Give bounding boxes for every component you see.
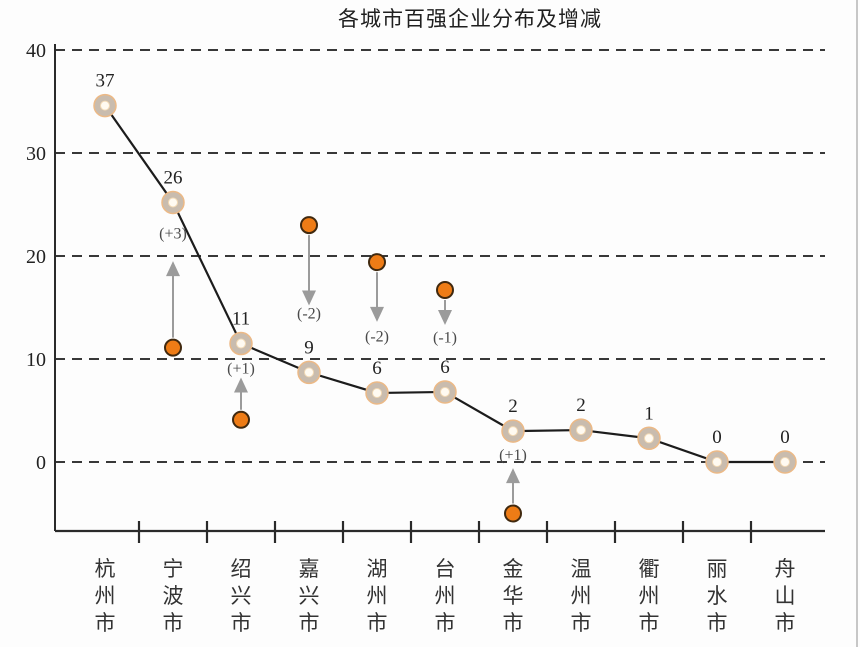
- change-arrow-up-head-6: [506, 468, 520, 484]
- chart-title: 各城市百强企业分布及增减: [338, 7, 602, 31]
- value-label-0: 37: [96, 71, 115, 92]
- city-label-1: 宁波市: [163, 557, 184, 635]
- city-label-4: 湖州市: [367, 557, 388, 635]
- change-dot-6: [504, 504, 522, 523]
- value-label-7: 2: [576, 395, 586, 416]
- marker-hole-9: [712, 457, 722, 467]
- value-label-4: 6: [372, 358, 382, 379]
- y-tick-label-30: 30: [26, 143, 46, 165]
- marker-hole-2: [236, 338, 246, 349]
- change-dot-4: [368, 253, 386, 272]
- value-label-1: 26: [164, 167, 183, 188]
- city-label-3: 嘉兴市: [299, 557, 320, 635]
- change-label-5: (-1): [433, 329, 457, 346]
- city-label-5: 台州市: [435, 557, 456, 635]
- change-dot-5: [436, 280, 454, 299]
- value-label-9: 0: [712, 427, 722, 448]
- change-arrow-down-head-3: [302, 290, 316, 306]
- y-tick-label-40: 40: [26, 40, 46, 62]
- y-tick-label-20: 20: [26, 246, 46, 268]
- value-label-8: 1: [644, 403, 654, 424]
- city-label-0: 杭州市: [95, 557, 116, 635]
- value-label-5: 6: [440, 357, 450, 378]
- change-arrow-down-head-4: [370, 306, 384, 322]
- city-label-10: 舟山市: [775, 557, 796, 635]
- marker-hole-10: [780, 457, 790, 467]
- change-label-1: (+3): [159, 225, 187, 242]
- change-dot-2: [232, 410, 250, 429]
- change-dot-1: [164, 338, 182, 357]
- marker-hole-0: [100, 100, 110, 111]
- change-dot-3: [300, 216, 318, 235]
- marker-hole-3: [304, 367, 314, 378]
- marker-hole-4: [372, 387, 382, 398]
- change-arrow-up-head-1: [166, 261, 180, 277]
- change-label-6: (+1): [499, 447, 527, 464]
- y-tick-label-0: 0: [36, 452, 46, 474]
- change-arrow-up-head-2: [234, 377, 248, 393]
- city-label-7: 温州市: [571, 557, 592, 635]
- value-label-3: 9: [304, 337, 314, 358]
- city-label-8: 衢州市: [639, 557, 660, 635]
- change-label-2: (+1): [227, 360, 255, 377]
- city-label-2: 绍兴市: [231, 557, 252, 635]
- marker-hole-5: [440, 386, 450, 397]
- y-tick-label-10: 10: [26, 349, 46, 371]
- marker-hole-1: [168, 197, 178, 208]
- marker-hole-8: [644, 433, 654, 444]
- change-arrow-down-head-5: [438, 310, 452, 326]
- change-label-4: (-2): [365, 328, 389, 345]
- value-label-2: 11: [232, 309, 250, 330]
- value-label-10: 0: [780, 427, 790, 448]
- city-label-6: 金华市: [503, 557, 524, 635]
- marker-hole-7: [576, 425, 586, 436]
- marker-hole-6: [508, 426, 518, 437]
- value-label-6: 2: [508, 396, 518, 417]
- change-label-3: (-2): [297, 306, 321, 323]
- city-label-9: 丽水市: [707, 557, 728, 635]
